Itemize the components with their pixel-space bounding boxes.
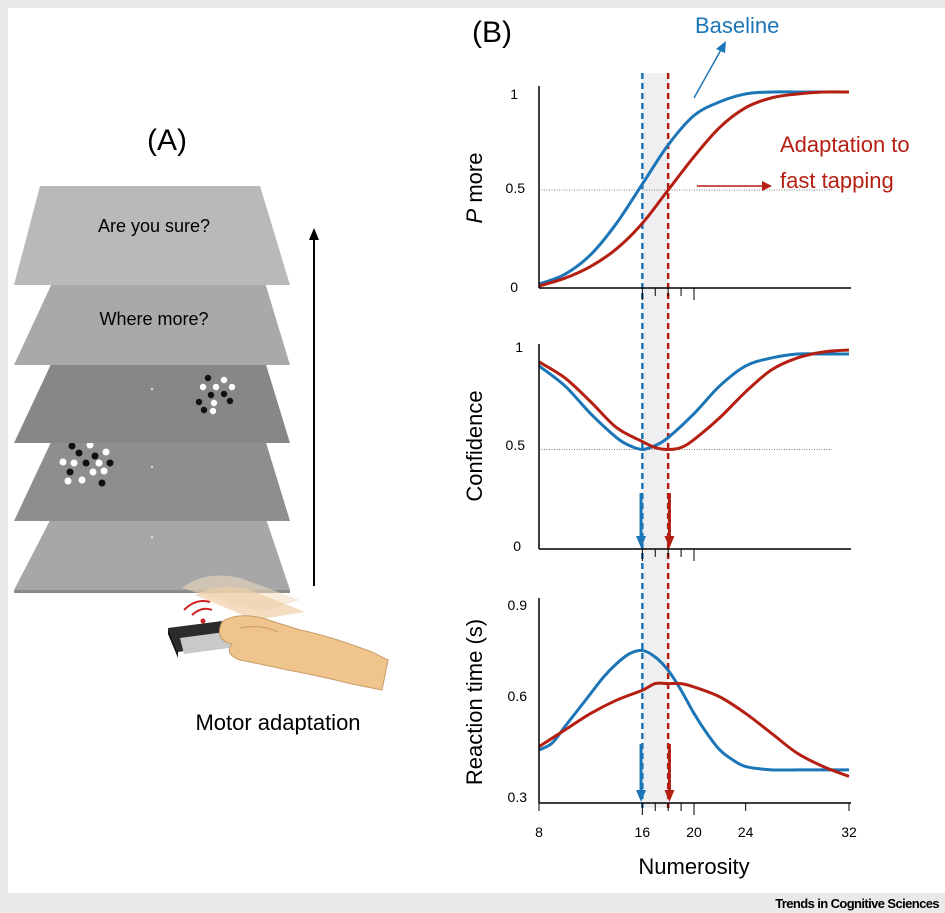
y-tick-label: 0.6	[508, 688, 528, 704]
reaction-time-plot: Reaction time (s) 0.9 0.6 0.3	[462, 597, 851, 815]
panel-a-label: (A)	[147, 124, 187, 157]
adaptation-annotation: Adaptation to fast tapping	[697, 132, 910, 193]
baseline-annotation-text: Baseline	[695, 13, 779, 38]
p-more-plot: P more 1 0.5 0	[462, 86, 851, 300]
screen-are-you-sure: Are you sure?	[14, 186, 290, 285]
y-tick-label: 1	[515, 339, 523, 355]
are-you-sure-text: Are you sure?	[98, 216, 210, 236]
baseline-annotation: Baseline	[693, 13, 779, 99]
sequence-arrow	[309, 228, 319, 586]
x-axis-label: Numerosity	[638, 854, 749, 879]
adaptation-annotation-line2: fast tapping	[780, 168, 894, 193]
confidence-ylabel: Confidence	[462, 390, 487, 501]
y-tick-label: 0.5	[506, 437, 526, 453]
panel-a: (A)	[14, 124, 389, 735]
x-tick-label: 16	[635, 824, 651, 840]
motor-adaptation-caption: Motor adaptation	[195, 710, 360, 735]
x-tick-label: 32	[841, 824, 857, 840]
screen-dots-left	[14, 423, 290, 521]
reaction-time-ylabel: Reaction time (s)	[462, 619, 487, 785]
screen-dots-right	[14, 345, 290, 443]
y-tick-label: 0.5	[506, 180, 526, 196]
adaptation-minimum-arrow-head	[664, 790, 675, 802]
adaptation-series-line	[538, 348, 850, 451]
y-tick-label: 0	[513, 538, 521, 554]
adaptation-minimum-arrow-head	[664, 536, 675, 548]
panel-b-label: (B)	[472, 16, 512, 49]
dot-array-right	[195, 374, 236, 415]
journal-credit: Trends in Cognitive Sciences	[775, 896, 939, 911]
baseline-minimum-arrow-head	[636, 536, 647, 548]
y-tick-label: 1	[510, 86, 518, 102]
x-tick-label: 20	[686, 824, 702, 840]
adaptation-series-line	[538, 681, 850, 778]
confidence-plot: Confidence 1 0.5 0	[462, 339, 851, 561]
baseline-series-line	[538, 352, 849, 451]
x-tick-labels: 8 16 20 24 32	[535, 824, 857, 840]
dot-array-left	[59, 441, 114, 487]
x-tick-label: 8	[535, 824, 543, 840]
y-tick-label: 0	[510, 279, 518, 295]
y-tick-label: 0.3	[508, 789, 528, 805]
baseline-series-line	[538, 90, 849, 286]
baseline-series-line	[538, 648, 849, 772]
where-more-text: Where more?	[99, 309, 208, 329]
screen-where-more: Where more?	[14, 266, 290, 365]
tapping-hand-icon	[168, 575, 389, 691]
y-tick-label: 0.9	[508, 597, 528, 613]
adaptation-series-line	[538, 90, 850, 288]
panel-b: (B) P more 1 0.5 0 Confidence 1 0.5 0 Re…	[462, 13, 910, 879]
baseline-minimum-arrow-head	[636, 790, 647, 802]
x-tick-label: 24	[738, 824, 754, 840]
adaptation-annotation-line1: Adaptation to	[780, 132, 910, 157]
p-more-ylabel: P more	[462, 153, 487, 224]
